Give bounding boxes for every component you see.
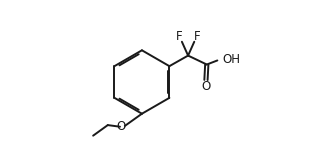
Text: F: F: [176, 30, 182, 43]
Text: OH: OH: [222, 53, 241, 66]
Text: O: O: [201, 80, 211, 93]
Text: O: O: [117, 120, 126, 133]
Text: F: F: [194, 30, 200, 43]
